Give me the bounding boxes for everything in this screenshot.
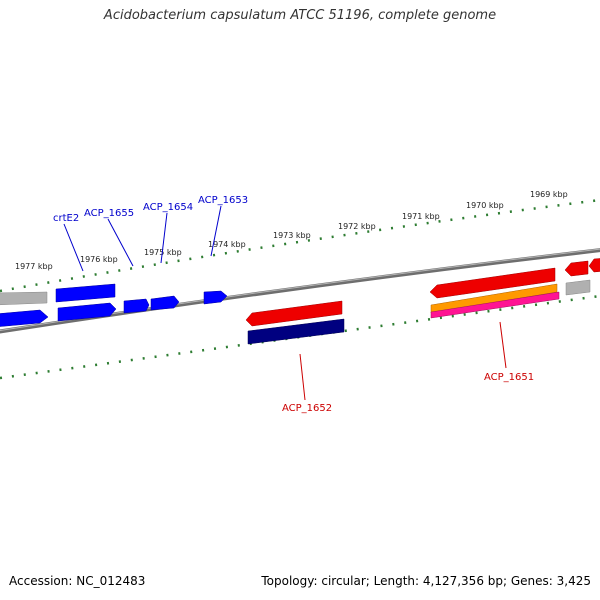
gene-blue-lower-mid: [57, 302, 117, 322]
gene-crte2: [55, 283, 116, 303]
gene-blue-a: [123, 298, 150, 314]
gene-cds-dark: [247, 318, 345, 345]
gene-red-small: [564, 260, 589, 277]
gene-label-crte2: crtE2: [53, 213, 79, 224]
leader-line-acp-1652: [299, 353, 306, 401]
gene-acp-1652: [245, 300, 343, 327]
gene-orange: [430, 283, 558, 314]
gene-acp-1651: [429, 267, 556, 299]
reverse-track: [0, 279, 591, 345]
gene-label-acp-1652: ACP_1652: [282, 403, 332, 414]
gene-label-acp-1653: ACP_1653: [198, 195, 248, 206]
leader-line-acp-1651: [499, 321, 507, 369]
gene-label-acp-1654: ACP_1654: [143, 202, 193, 213]
leader-line-acp-1655: [107, 218, 134, 267]
leader-line-acp-1653: [210, 205, 222, 257]
forward-track: [0, 258, 600, 314]
leader-line-acp-1654: [160, 212, 168, 264]
leader-line-crte2: [63, 223, 84, 272]
gene-acp-1654: [150, 295, 180, 311]
scale-label: 1974 kbp: [208, 240, 246, 249]
genome-summary-text: Topology: circular; Length: 4,127,356 bp…: [261, 574, 591, 588]
gene-label-acp-1651: ACP_1651: [484, 372, 534, 383]
scale-label: 1972 kbp: [338, 222, 376, 231]
scale-labels: 1977 kbp 1976 kbp 1975 kbp 1974 kbp 1973…: [15, 190, 568, 271]
gene-gray-right: [565, 279, 591, 296]
scale-label: 1975 kbp: [144, 248, 182, 257]
genome-backbone: [0, 248, 600, 334]
gene-magenta: [430, 291, 560, 319]
scale-label: 1971 kbp: [402, 212, 440, 221]
outer-scale-arc: [0, 198, 600, 293]
gene-blue-lower-left: [0, 309, 49, 327]
map-title: Acidobacterium capsulatum ATCC 51196, co…: [103, 8, 497, 23]
scale-label: 1976 kbp: [80, 255, 118, 264]
gene-labels: crtE2 ACP_1655 ACP_1654 ACP_1653 ACP_165…: [53, 195, 534, 414]
scale-label: 1973 kbp: [273, 231, 311, 240]
accession-text: Accession: NC_012483: [9, 574, 146, 588]
gene-red-edge: [588, 258, 600, 273]
gene-label-acp-1655: ACP_1655: [84, 208, 134, 219]
inner-scale-arc: [0, 294, 600, 380]
scale-label: 1969 kbp: [530, 190, 568, 199]
scale-label: 1977 kbp: [15, 262, 53, 271]
gene-gray-left: [0, 291, 48, 306]
gene-acp-1653: [203, 290, 228, 305]
scale-label: 1970 kbp: [466, 201, 504, 210]
